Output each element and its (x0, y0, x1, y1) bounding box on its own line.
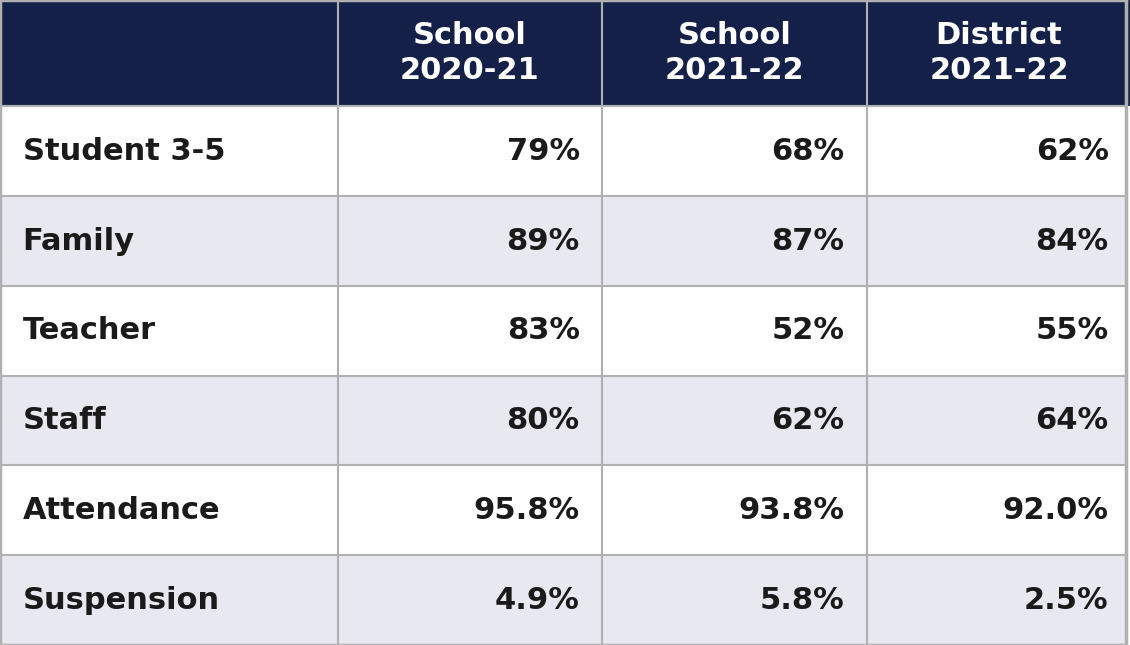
Text: 93.8%: 93.8% (738, 496, 844, 525)
Text: 80%: 80% (506, 406, 580, 435)
Text: 2020-21: 2020-21 (400, 56, 540, 85)
Bar (0, 555, 1125, 645)
Text: 83%: 83% (506, 316, 580, 345)
Bar (338, 0, 602, 106)
Bar (0, 466, 1125, 555)
Bar (0, 106, 1125, 196)
Bar (867, 0, 1130, 106)
Text: 62%: 62% (1036, 137, 1109, 166)
Text: 68%: 68% (771, 137, 844, 166)
Text: 55%: 55% (1035, 316, 1109, 345)
Text: 2021-22: 2021-22 (664, 56, 805, 85)
Text: School: School (412, 21, 527, 50)
Text: 79%: 79% (506, 137, 580, 166)
Text: Teacher: Teacher (23, 316, 156, 345)
Bar (0, 286, 1125, 375)
Text: 64%: 64% (1035, 406, 1109, 435)
Text: 87%: 87% (771, 226, 844, 255)
Text: School: School (678, 21, 791, 50)
Text: 84%: 84% (1035, 226, 1109, 255)
Text: 2021-22: 2021-22 (929, 56, 1069, 85)
Text: Suspension: Suspension (23, 586, 219, 615)
Text: 4.9%: 4.9% (495, 586, 580, 615)
Text: 5.8%: 5.8% (759, 586, 844, 615)
Text: 95.8%: 95.8% (473, 496, 580, 525)
Bar (0, 375, 1125, 466)
Text: 2.5%: 2.5% (1024, 586, 1109, 615)
Text: Student 3-5: Student 3-5 (23, 137, 225, 166)
Text: 92.0%: 92.0% (1002, 496, 1109, 525)
Bar (0, 0, 338, 106)
Text: 89%: 89% (506, 226, 580, 255)
Bar (0, 196, 1125, 286)
Text: Attendance: Attendance (23, 496, 220, 525)
Text: District: District (936, 21, 1062, 50)
Text: Family: Family (23, 226, 134, 255)
Text: 62%: 62% (771, 406, 844, 435)
Bar (602, 0, 867, 106)
Text: Staff: Staff (23, 406, 106, 435)
Text: 52%: 52% (771, 316, 844, 345)
